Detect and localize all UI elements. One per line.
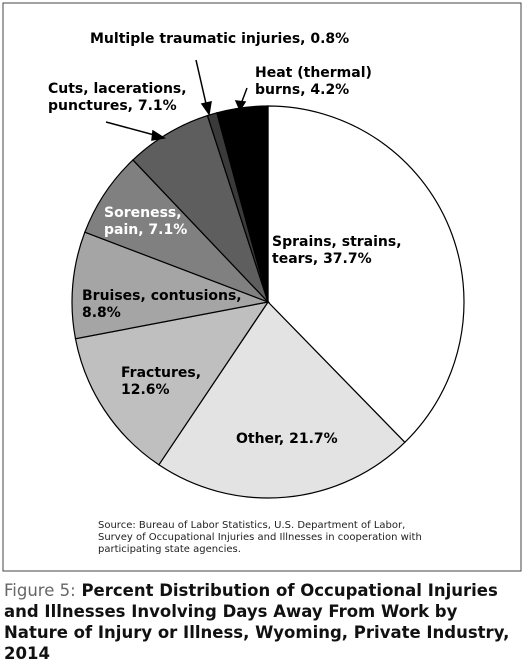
arrow-head (200, 101, 212, 116)
arrow (105, 121, 159, 137)
slice-label: Sprains, strains, (272, 234, 402, 250)
pie (71, 105, 465, 499)
caption: Figure 5: Percent Distribution of Occupa… (4, 580, 522, 664)
slice-label: punctures, 7.1% (48, 98, 177, 114)
chart: Sprains, strains,tears, 37.7% Other, 21.7… (2, 2, 522, 572)
slice-label: tears, 37.7% (272, 251, 372, 267)
slice-label: Fractures, (121, 365, 201, 381)
slice-label: Soreness, (104, 205, 182, 221)
title: Percent Distribution of Occupational Inj… (4, 581, 510, 663)
slice-label: Multiple traumatic injuries, 0.8% (90, 31, 349, 47)
slice-label: Other, 21.7% (236, 431, 338, 447)
slice-label: Heat (thermal) (255, 65, 372, 81)
arrow-head (151, 129, 167, 141)
slice (158, 301, 406, 499)
arrows (105, 59, 248, 141)
slice-label: Cuts, lacerations, (48, 81, 187, 97)
slice-label: pain, 7.1% (104, 222, 187, 238)
slice (74, 301, 270, 466)
frame (2, 2, 522, 572)
slice-label: 8.8% (82, 305, 121, 321)
figure-label: Figure 5: (4, 581, 76, 600)
slice-label: burns, 4.2% (255, 82, 349, 98)
source: Source: Bureau of Labor Statistics, U.S.… (98, 520, 422, 555)
slice-label: Bruises, contusions, (82, 288, 242, 304)
arrow-head (234, 100, 247, 112)
arrow (195, 59, 208, 109)
slice (71, 231, 271, 340)
slice (267, 105, 465, 444)
slice-label: 12.6% (121, 382, 170, 398)
labels: Sprains, strains,tears, 37.7% Other, 21.7… (48, 31, 402, 447)
